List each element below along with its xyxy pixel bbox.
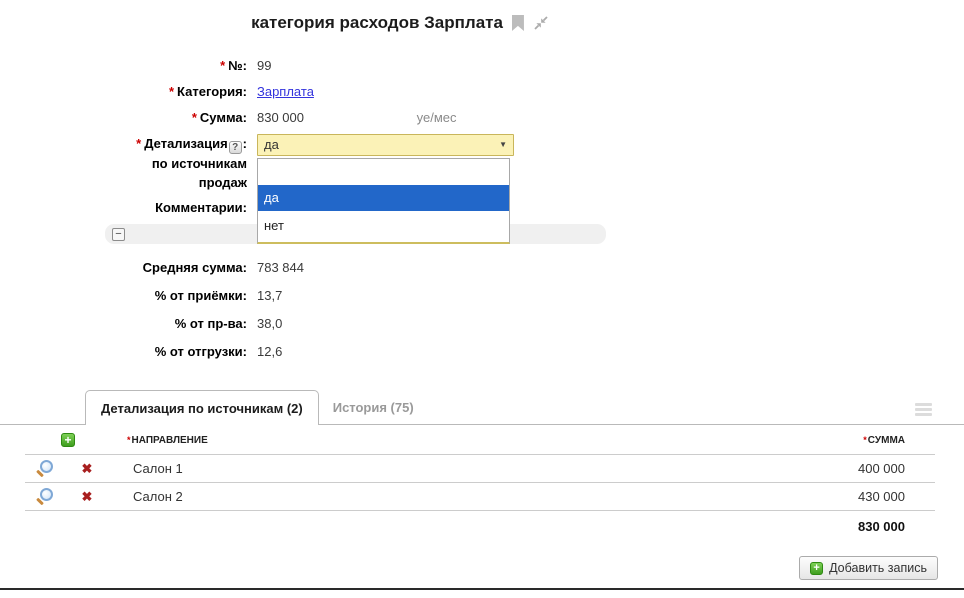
amount-value-wrap: 830 000 уе/мес	[257, 108, 457, 128]
detail-selected-value: да	[264, 137, 279, 152]
direction-cell: Салон 2	[111, 482, 765, 511]
detail-dropdown-list: да нет	[257, 158, 510, 244]
field-number-row: * №: 99	[0, 56, 606, 76]
column-header-direction: *НАПРАВЛЕНИЕ	[127, 434, 208, 446]
category-label: * Категория:	[168, 84, 247, 99]
required-marker: *	[136, 136, 142, 151]
amount-label: * Сумма:	[191, 110, 247, 125]
detail-label: * Детализация?: по источникам продаж	[136, 136, 247, 190]
prva-label: % от пр-ва:	[174, 316, 247, 331]
otgruzka-value: 12,6	[257, 344, 283, 359]
number-label: * №:	[220, 58, 247, 73]
sum-cell: 430 000	[765, 482, 935, 511]
required-marker: *	[127, 434, 131, 445]
table-row: ✖ Салон 1 400 000	[25, 454, 935, 483]
required-marker: *	[168, 84, 175, 99]
collapse-window-icon[interactable]	[533, 15, 549, 31]
field-detail-row: * Детализация?: по источникам продаж да ▼…	[0, 134, 606, 244]
view-row-icon[interactable]	[36, 460, 53, 477]
dropdown-option-yes[interactable]: да	[258, 185, 509, 211]
view-row-icon[interactable]	[36, 488, 53, 505]
category-link[interactable]: Зарплата	[257, 84, 314, 99]
avg-label: Средняя сумма:	[142, 260, 247, 275]
detail-value-wrap: да ▼ да нет	[257, 134, 514, 244]
priemka-value: 13,7	[257, 288, 283, 303]
chevron-down-icon: ▼	[499, 140, 507, 149]
header-add-cell: +	[25, 428, 111, 455]
amount-value: 830 000	[257, 110, 304, 125]
collapse-minus-icon[interactable]: −	[112, 227, 125, 241]
sum-cell: 400 000	[765, 454, 935, 483]
tab-bar: Детализация по источникам (2) История (7…	[0, 390, 964, 425]
category-value: Зарплата	[257, 82, 314, 102]
table-total-row: 830 000	[25, 510, 935, 542]
help-icon[interactable]: ?	[228, 141, 242, 154]
sources-table: + *НАПРАВЛЕНИЕ *СУММА ✖ Салон 1 400 000 …	[25, 428, 935, 542]
otgruzka-label: % от отгрузки:	[154, 344, 247, 359]
add-record-label: Добавить запись	[829, 561, 927, 575]
detail-select[interactable]: да ▼	[257, 134, 514, 156]
amount-unit: уе/мес	[416, 110, 457, 125]
summary-avg-row: Средняя сумма: 783 844	[0, 258, 606, 278]
summary-prva-row: % от пр-ва: 38,0	[0, 314, 606, 334]
add-row-icon[interactable]: +	[61, 433, 75, 447]
required-marker: *	[220, 58, 226, 73]
prva-value: 38,0	[257, 316, 283, 331]
delete-row-icon[interactable]: ✖	[81, 460, 93, 476]
table-menu-icon[interactable]	[915, 401, 932, 418]
dropdown-option-no[interactable]: нет	[264, 218, 284, 233]
plus-icon: +	[810, 561, 824, 575]
page-header: категория расходов Зарплата	[0, 13, 800, 33]
table-row: ✖ Салон 2 430 000	[25, 482, 935, 511]
dropdown-option-blank[interactable]	[258, 159, 509, 185]
bookmark-icon[interactable]	[511, 15, 524, 31]
column-header-sum: *СУММА	[863, 434, 905, 446]
add-record-button[interactable]: + Добавить запись	[799, 556, 938, 580]
page-bottom-divider	[0, 588, 964, 590]
field-amount-row: * Сумма: 830 000 уе/мес	[0, 108, 606, 128]
summary-priemka-row: % от приёмки: 13,7	[0, 286, 606, 306]
tab-history[interactable]: История (75)	[332, 399, 414, 415]
required-marker: *	[191, 110, 197, 125]
total-sum: 830 000	[858, 518, 905, 534]
record-form: * №: 99 * Категория: Зарплата * Сумма: 830 …	[0, 56, 606, 370]
summary-otgruzka-row: % от отгрузки: 12,6	[0, 342, 606, 362]
tab-detail-by-sources[interactable]: Детализация по источникам (2)	[85, 390, 319, 425]
delete-row-icon[interactable]: ✖	[81, 488, 93, 504]
priemka-label: % от приёмки:	[154, 288, 247, 303]
number-value: 99	[257, 58, 272, 73]
page-title: категория расходов Зарплата	[251, 13, 503, 32]
required-marker: *	[863, 434, 867, 445]
avg-value: 783 844	[257, 260, 304, 275]
comments-label: Комментарии:	[155, 200, 247, 215]
table-header-row: + *НАПРАВЛЕНИЕ *СУММА	[25, 428, 935, 455]
field-comments-row: Комментарии:	[0, 198, 606, 218]
field-category-row: * Категория: Зарплата	[0, 82, 606, 102]
tabbar-divider	[0, 424, 964, 425]
direction-cell: Салон 1	[111, 454, 765, 483]
